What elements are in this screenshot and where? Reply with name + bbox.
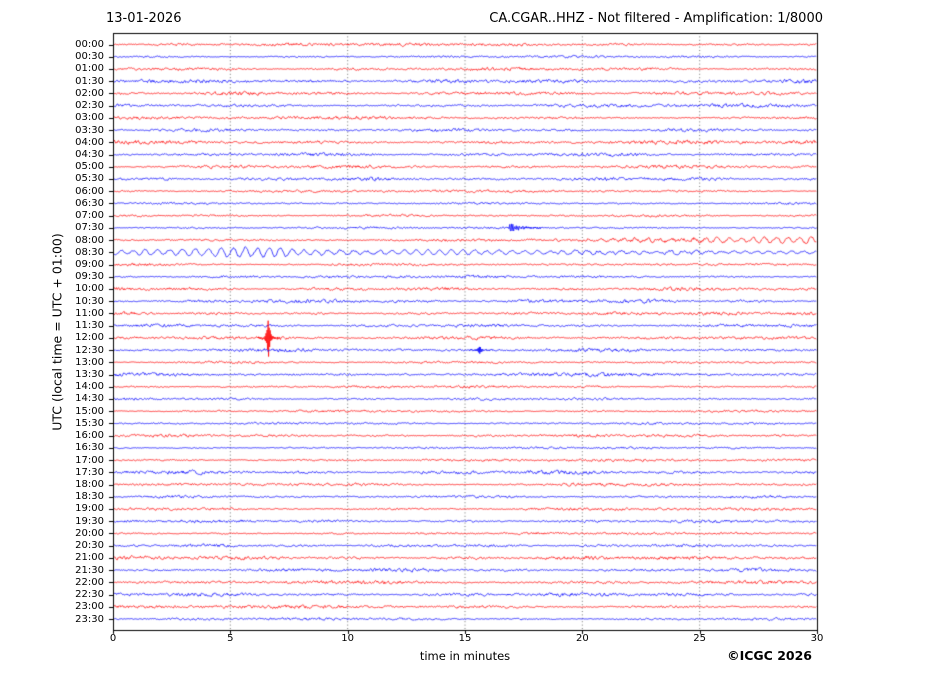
row-time-label: 19:30: [75, 515, 104, 527]
row-time-label: 21:00: [75, 552, 104, 564]
row-time-label: 09:30: [75, 271, 104, 283]
row-time-label: 15:00: [75, 405, 104, 417]
row-time-label: 09:00: [75, 259, 104, 271]
row-time-label: 14:30: [75, 393, 104, 405]
row-time-label: 16:00: [75, 430, 104, 442]
row-time-label: 00:00: [75, 39, 104, 50]
row-time-label: 07:00: [75, 210, 104, 222]
row-time-label: 11:00: [75, 307, 104, 319]
x-axis-label: time in minutes: [419, 649, 511, 663]
row-time-label: 03:30: [75, 124, 104, 136]
row-time-label: 06:30: [75, 197, 104, 209]
row-time-label: 10:00: [75, 283, 104, 295]
row-time-label: 13:00: [75, 356, 104, 368]
row-time-label: 02:30: [75, 100, 104, 112]
row-time-label: 06:00: [75, 185, 104, 197]
row-time-label: 07:30: [75, 222, 104, 234]
x-tick-label: 5: [227, 633, 234, 644]
row-time-label: 18:00: [75, 479, 104, 491]
row-time-label: 01:30: [75, 75, 104, 87]
row-time-label: 20:00: [75, 527, 104, 539]
row-time-label: 18:30: [75, 491, 104, 503]
row-time-label: 08:00: [75, 234, 104, 246]
x-tick-label: 25: [693, 633, 707, 644]
row-time-label: 17:30: [75, 466, 104, 478]
row-time-label: 21:30: [75, 564, 104, 576]
x-tick-label: 30: [810, 633, 824, 644]
row-time-label: 23:30: [75, 613, 104, 625]
row-time-label: 04:00: [75, 136, 104, 148]
row-time-label: 01:00: [75, 63, 104, 75]
row-time-label: 22:00: [75, 576, 104, 588]
row-time-label: 23:00: [75, 601, 104, 613]
station-title: CA.CGAR..HHZ - Not filtered - Amplificat…: [489, 11, 823, 26]
row-time-label: 03:00: [75, 112, 104, 124]
row-time-label: 12:30: [75, 344, 104, 356]
row-time-label: 05:30: [75, 173, 104, 185]
date-title: 13-01-2026: [106, 11, 182, 26]
row-time-label: 19:00: [75, 503, 104, 515]
row-time-label: 16:30: [75, 442, 104, 454]
row-time-label: 15:30: [75, 417, 104, 429]
row-time-label: 20:30: [75, 540, 104, 552]
x-tick-label: 15: [458, 633, 472, 644]
row-time-label: 13:30: [75, 369, 104, 381]
row-time-label: 10:30: [75, 295, 104, 307]
row-time-label: 12:00: [75, 332, 104, 344]
row-time-label: 14:00: [75, 381, 104, 393]
copyright-text: ©ICGC 2026: [727, 648, 812, 663]
row-time-label: 08:30: [75, 246, 104, 258]
x-tick-label: 0: [109, 633, 117, 644]
row-time-label: 17:00: [75, 454, 104, 466]
x-tick-label: 20: [575, 633, 589, 644]
row-time-label: 02:00: [75, 87, 104, 99]
row-time-label: 04:30: [75, 149, 104, 160]
row-time-label: 11:30: [75, 320, 104, 332]
x-tick-label: 10: [341, 633, 355, 644]
row-time-label: 05:00: [75, 161, 104, 173]
row-time-label: 00:30: [75, 51, 104, 63]
row-time-label: 22:30: [75, 589, 104, 601]
